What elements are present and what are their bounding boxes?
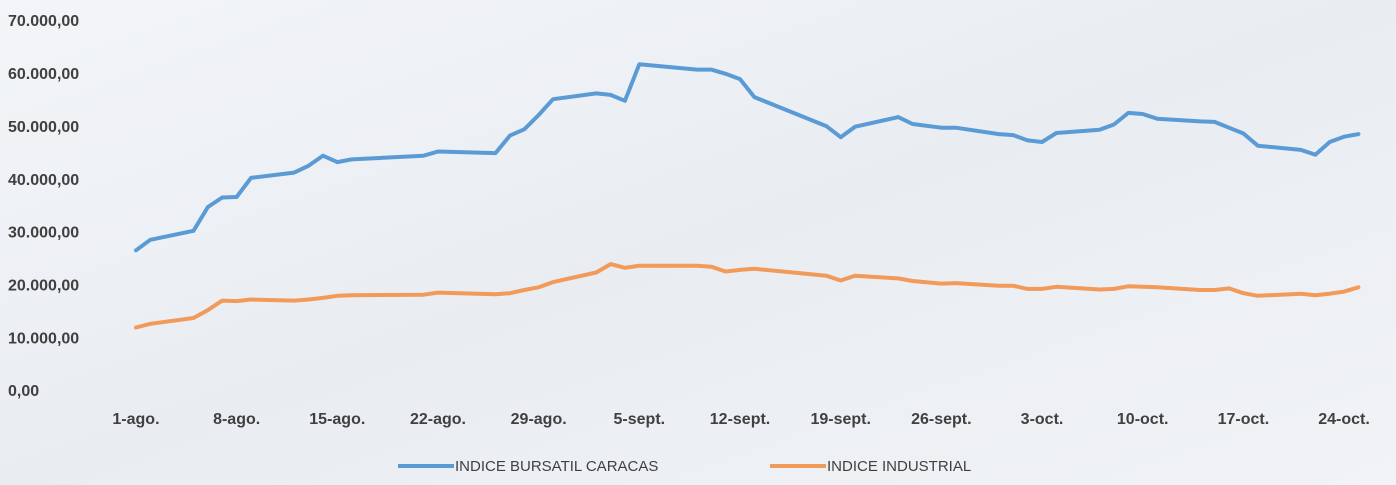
x-tick-label: 29-ago. xyxy=(511,411,567,428)
y-tick-label: 20.000,00 xyxy=(8,278,79,295)
x-tick-label: 3-oct. xyxy=(1021,411,1064,428)
legend-label: INDICE BURSATIL CARACAS xyxy=(455,458,658,475)
x-tick-label: 17-oct. xyxy=(1218,411,1270,428)
x-tick-label: 8-ago. xyxy=(213,411,260,428)
y-tick-label: 40.000,00 xyxy=(8,172,79,189)
x-tick-label: 1-ago. xyxy=(112,411,159,428)
y-tick-label: 60.000,00 xyxy=(8,66,79,83)
x-tick-label: 5-sept. xyxy=(614,411,666,428)
x-tick-label: 19-sept. xyxy=(810,411,870,428)
x-tick-label: 22-ago. xyxy=(410,411,466,428)
y-tick-label: 70.000,00 xyxy=(8,13,79,30)
x-tick-label: 10-oct. xyxy=(1117,411,1169,428)
x-tick-label: 15-ago. xyxy=(309,411,365,428)
y-tick-label: 10.000,00 xyxy=(8,330,79,347)
x-tick-label: 12-sept. xyxy=(710,411,770,428)
legend-label: INDICE INDUSTRIAL xyxy=(827,458,971,475)
chart: 0,00 10.000,00 20.000,00 30.000,00 40.000,00… xyxy=(0,0,1396,485)
y-tick-label: 30.000,00 xyxy=(8,225,79,242)
y-tick-label: 50.000,00 xyxy=(8,119,79,136)
y-tick-label: 0,00 xyxy=(8,383,39,400)
x-tick-label: 26-sept. xyxy=(911,411,971,428)
background xyxy=(0,0,1396,485)
x-tick-label: 24-oct. xyxy=(1318,411,1370,428)
